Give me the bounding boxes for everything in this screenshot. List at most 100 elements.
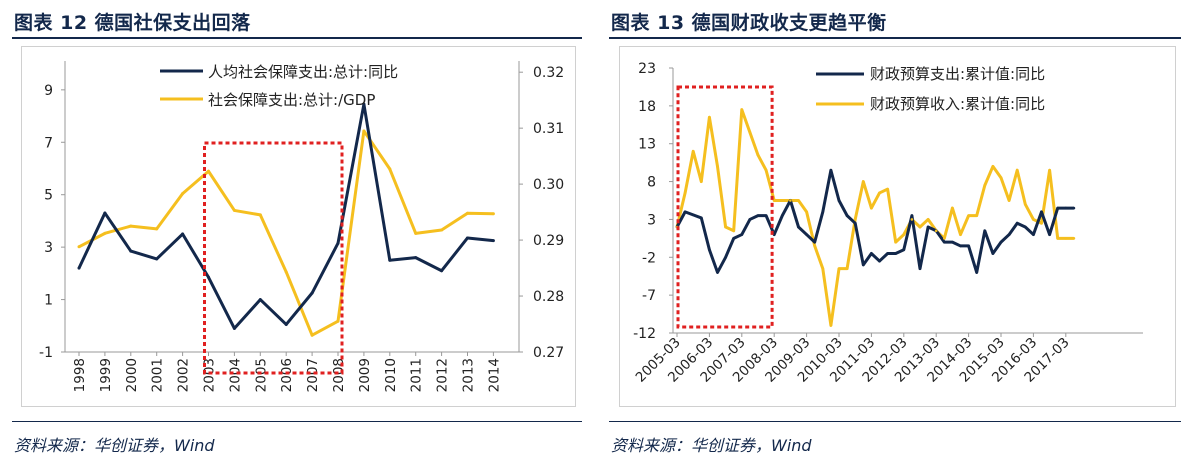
revenue-data-point	[967, 214, 970, 217]
revenue-data-point	[878, 191, 881, 195]
revenue-data-point	[902, 233, 906, 236]
revenue-data-point	[975, 214, 978, 217]
right-y-tick-label: 0.32	[533, 65, 564, 81]
expenditure-data-point	[975, 271, 978, 274]
expenditure-data-point	[797, 225, 800, 229]
per-capita-data-point	[155, 257, 159, 261]
gdp-ratio-data-point	[491, 212, 495, 216]
legend-label-gdp-ratio: 社会保障支出:总计:/GDP	[208, 91, 375, 109]
y-tick-label: -7	[642, 288, 656, 304]
highlight-box-2005-2008	[676, 85, 774, 329]
gdp-ratio-data-point	[207, 169, 210, 173]
per-capita-data-point	[284, 322, 288, 326]
expenditure-data-point	[781, 214, 784, 217]
x-tick-label: 2007	[305, 358, 321, 392]
left-y-tick-label: -1	[39, 345, 53, 361]
revenue-data-point	[991, 165, 995, 168]
revenue-data-point	[1072, 237, 1076, 240]
revenue-data-point	[732, 229, 735, 233]
per-capita-data-point	[466, 236, 469, 240]
expenditure-data-point	[1064, 206, 1068, 210]
right-y-tick-label: 0.31	[533, 121, 564, 137]
revenue-data-point	[1007, 199, 1011, 202]
expenditure-data-point	[716, 271, 719, 274]
expenditure-data-point	[813, 240, 816, 244]
expenditure-data-point	[748, 218, 752, 221]
y-tick-label: 13	[638, 137, 656, 153]
expenditure-data-point	[967, 244, 970, 248]
x-tick-label: 2000	[124, 358, 140, 392]
expenditure-data-point	[991, 252, 995, 255]
revenue-data-point	[886, 187, 889, 191]
per-capita-data-point	[362, 102, 366, 106]
gdp-ratio-data-point	[414, 231, 418, 235]
expenditure-data-point	[691, 213, 695, 217]
expenditure-data-point	[805, 233, 808, 236]
right-title-rule	[609, 37, 1181, 39]
gdp-ratio-data-point	[310, 333, 314, 337]
per-capita-data-point	[232, 326, 236, 330]
revenue-data-point	[748, 131, 752, 134]
revenue-data-point	[870, 206, 873, 210]
gdp-ratio-data-point	[103, 231, 107, 235]
revenue-data-point	[1032, 218, 1035, 221]
legend-label-revenue: 财政预算收入:累计值:同比	[870, 95, 1045, 113]
gdp-ratio-data-point	[388, 167, 392, 171]
expenditure-data-point	[1007, 233, 1011, 236]
expenditure-data-point	[724, 255, 727, 259]
legend-label-expenditure: 财政预算支出:累计值:同比	[870, 65, 1045, 83]
x-tick-label: 2001	[150, 358, 166, 392]
revenue-data-point	[764, 168, 768, 172]
gdp-ratio-data-point	[258, 213, 262, 217]
x-tick-label: 2005	[253, 358, 269, 392]
revenue-data-point	[934, 229, 938, 233]
gdp-ratio-data-point	[155, 227, 159, 231]
revenue-data-point	[740, 108, 744, 111]
expenditure-data-point	[1015, 221, 1019, 225]
per-capita-data-point	[440, 269, 444, 273]
revenue-data-point	[918, 225, 922, 229]
x-tick-label: 2002	[176, 358, 192, 392]
y-tick-label: 18	[638, 99, 656, 115]
revenue-data-point	[708, 115, 711, 119]
series-revenue-yoy-line	[675, 108, 1074, 327]
expenditure-data-point	[708, 248, 711, 252]
x-tick-label: 2013	[461, 358, 477, 392]
series-social-security-gdp-line	[78, 129, 494, 337]
revenue-data-point	[951, 206, 954, 210]
left-figure-title: 图表 12 德国社保支出回落	[14, 12, 251, 34]
revenue-data-point	[829, 324, 833, 327]
per-capita-data-point	[258, 298, 262, 302]
legend-label-per-capita: 人均社会保障支出:总计:同比	[208, 63, 398, 81]
expenditure-data-point	[1032, 233, 1035, 236]
left-y-tick-label: 5	[44, 188, 53, 204]
gdp-ratio-data-point	[466, 211, 469, 215]
expenditure-data-point	[870, 252, 873, 255]
revenue-data-point	[837, 267, 841, 270]
right-chart-svg: -12-7-2381318232005-032006-032007-032008…	[633, 61, 1143, 386]
per-capita-data-point	[129, 249, 133, 253]
revenue-data-point	[691, 149, 695, 153]
revenue-data-point	[700, 180, 703, 183]
gdp-ratio-data-point	[181, 192, 185, 196]
revenue-data-point	[959, 233, 962, 236]
right-figure-title: 图表 13 德国财政收支更趋平衡	[611, 12, 887, 34]
expenditure-data-point	[821, 210, 825, 214]
gdp-ratio-data-point	[440, 228, 444, 232]
revenue-data-point	[789, 199, 792, 202]
series-per-capita-yoy-line	[77, 102, 494, 330]
gdp-ratio-data-point	[129, 224, 133, 228]
per-capita-data-point	[414, 256, 418, 260]
revenue-data-point	[910, 218, 914, 221]
revenue-data-point	[813, 244, 816, 248]
gdp-ratio-data-point	[362, 129, 366, 133]
y-tick-label: 23	[638, 61, 656, 77]
revenue-data-point	[716, 165, 719, 168]
revenue-data-point	[805, 210, 808, 214]
revenue-data-point	[853, 218, 857, 221]
revenue-data-point	[756, 153, 760, 157]
x-tick-label: 2010	[383, 358, 399, 392]
revenue-data-point	[1056, 237, 1059, 240]
revenue-data-point	[724, 225, 727, 229]
revenue-data-point	[1040, 221, 1043, 225]
